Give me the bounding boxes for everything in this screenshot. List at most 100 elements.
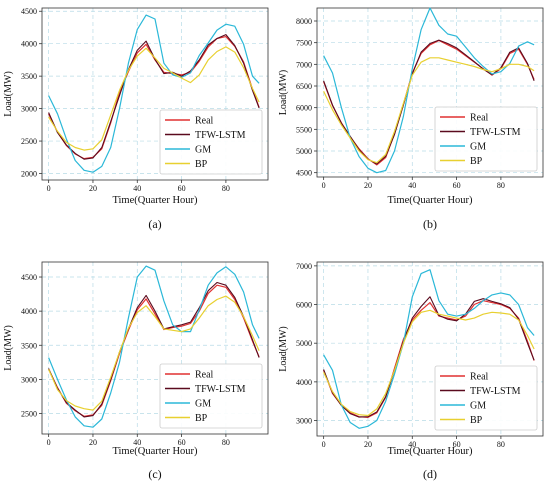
series-line-bp xyxy=(323,57,535,164)
y-tick-label: 4000 xyxy=(21,307,37,316)
panel-caption: (b) xyxy=(423,217,437,231)
x-tick-label: 40 xyxy=(408,181,416,190)
y-axis-label: Load(MW) xyxy=(3,71,14,117)
legend-box xyxy=(159,363,263,429)
legend: Real TFW-LSTM GM BP xyxy=(159,109,263,175)
x-axis-label: Time(Quarter Hour) xyxy=(112,195,198,206)
legend-label: TFW-LSTM xyxy=(195,384,246,395)
y-tick-label: 6500 xyxy=(296,82,312,91)
panel-caption: (a) xyxy=(148,217,161,231)
y-tick-label: 4500 xyxy=(296,169,312,178)
x-tick-label: 20 xyxy=(364,181,372,190)
legend-label: GM xyxy=(470,401,486,412)
x-axis-label: Time(Quarter Hour) xyxy=(387,195,473,206)
chart-panel-d: 0 20 40 60 80 3000 4000 5000 6000 7000 Time(Quarte… xyxy=(278,261,544,481)
legend-label: Real xyxy=(195,370,214,381)
series-line-gm xyxy=(48,265,260,428)
series-line-gm xyxy=(323,269,535,429)
legend-label: GM xyxy=(195,145,211,156)
y-tick-label: 6000 xyxy=(296,104,312,113)
plot-frame xyxy=(41,7,269,181)
x-tick-label: 80 xyxy=(497,440,505,449)
x-tick-label: 40 xyxy=(133,184,141,193)
x-tick-label: 20 xyxy=(364,440,372,449)
y-tick-label: 4000 xyxy=(21,40,37,49)
y-tick-label: 2000 xyxy=(21,170,37,179)
y-tick-label: 4500 xyxy=(21,273,37,282)
y-tick-label: 7000 xyxy=(296,262,312,271)
legend: Real TFW-LSTM GM BP xyxy=(434,106,538,172)
x-axis-label: Time(Quarter Hour) xyxy=(112,446,198,457)
y-tick-label: 6000 xyxy=(296,301,312,310)
series-line-tfw-lstm xyxy=(48,281,260,418)
y-tick-label: 4000 xyxy=(296,378,312,387)
legend-label: Real xyxy=(470,372,489,383)
x-tick-label: 0 xyxy=(322,440,326,449)
y-tick-label: 5500 xyxy=(296,125,312,134)
y-tick-label: 3000 xyxy=(21,375,37,384)
x-tick-label: 60 xyxy=(453,440,461,449)
y-tick-label: 7500 xyxy=(296,39,312,48)
x-tick-label: 20 xyxy=(89,184,97,193)
x-tick-label: 0 xyxy=(322,181,326,190)
legend-label: BP xyxy=(195,159,208,170)
legend: Real TFW-LSTM GM BP xyxy=(434,365,538,431)
y-tick-label: 8000 xyxy=(296,17,312,26)
legend-label: TFW-LSTM xyxy=(195,130,246,141)
y-tick-label: 3000 xyxy=(21,105,37,114)
plot-frame xyxy=(316,261,544,437)
y-axis-label: Load(MW) xyxy=(278,70,289,116)
series-line-gm xyxy=(48,14,260,173)
legend-label: BP xyxy=(470,415,483,426)
x-tick-label: 40 xyxy=(133,438,141,447)
panel-caption: (d) xyxy=(423,467,437,481)
series-line-tfw-lstm xyxy=(48,34,260,160)
series-line-gm xyxy=(323,7,535,174)
legend: Real TFW-LSTM GM BP xyxy=(159,363,263,429)
x-tick-label: 80 xyxy=(222,438,230,447)
x-tick-label: 80 xyxy=(497,181,505,190)
legend-box xyxy=(434,365,538,431)
x-tick-label: 60 xyxy=(453,181,461,190)
x-tick-label: 0 xyxy=(47,184,51,193)
y-tick-label: 2500 xyxy=(21,137,37,146)
y-tick-label: 3000 xyxy=(296,417,312,426)
y-tick-label: 3500 xyxy=(21,341,37,350)
legend-label: TFW-LSTM xyxy=(470,386,521,397)
legend-label: Real xyxy=(195,116,214,127)
y-axis-label: Load(MW) xyxy=(278,326,289,372)
x-axis-label: Time(Quarter Hour) xyxy=(387,446,473,457)
panel-caption: (c) xyxy=(148,467,161,481)
legend-label: GM xyxy=(470,142,486,153)
x-tick-label: 20 xyxy=(89,438,97,447)
chart-panel-c: 0 20 40 60 80 2500 3000 3500 4000 4500 Time(Quarte… xyxy=(3,261,269,481)
y-tick-label: 4500 xyxy=(21,7,37,16)
y-tick-label: 5000 xyxy=(296,147,312,156)
legend-label: TFW-LSTM xyxy=(470,127,521,138)
legend-box xyxy=(434,106,538,172)
series-line-tfw-lstm xyxy=(323,296,535,418)
legend-label: BP xyxy=(470,156,483,167)
plot-frame xyxy=(41,261,269,435)
series-line-bp xyxy=(48,46,260,151)
y-tick-label: 5000 xyxy=(296,339,312,348)
x-tick-label: 40 xyxy=(408,440,416,449)
series-line-bp xyxy=(323,309,535,417)
chart-panel-a: 0 20 40 60 80 2000 2500 3000 3500 4000 4500 Time(Qu… xyxy=(3,7,269,231)
y-tick-label: 3500 xyxy=(21,72,37,81)
y-tick-label: 7000 xyxy=(296,60,312,69)
series-line-tfw-lstm xyxy=(323,39,535,165)
x-tick-label: 60 xyxy=(178,438,186,447)
y-tick-label: 2500 xyxy=(21,410,37,419)
series-line-bp xyxy=(48,295,260,411)
y-axis-label: Load(MW) xyxy=(3,325,14,371)
legend-label: BP xyxy=(195,413,208,424)
x-tick-label: 0 xyxy=(47,438,51,447)
x-tick-label: 60 xyxy=(178,184,186,193)
legend-label: GM xyxy=(195,399,211,410)
legend-box xyxy=(159,109,263,175)
chart-panel-b: 0 20 40 60 80 4500 5000 5500 6000 6500 7000 7500 800… xyxy=(278,7,544,231)
x-tick-label: 80 xyxy=(222,184,230,193)
legend-label: Real xyxy=(470,113,489,124)
